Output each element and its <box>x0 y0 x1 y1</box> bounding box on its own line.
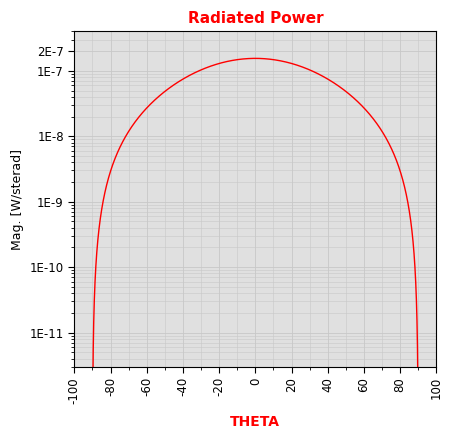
X-axis label: THETA: THETA <box>230 415 281 429</box>
Y-axis label: Mag. [W/sterad]: Mag. [W/sterad] <box>11 149 24 249</box>
Title: Radiated Power: Radiated Power <box>188 11 323 26</box>
